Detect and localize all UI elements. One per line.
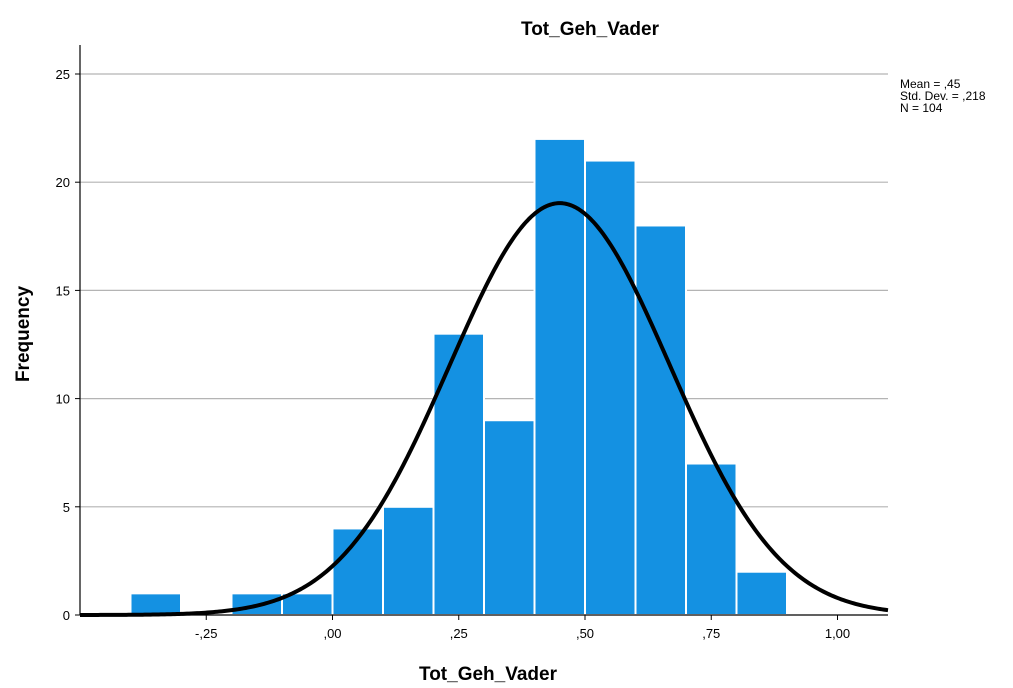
y-tick-labels: 0 5 10 15 20 25 [56, 67, 80, 623]
y-tick-label-10: 10 [56, 392, 70, 407]
y-tick-label-0: 0 [63, 608, 70, 623]
y-axis-title: Frequency [13, 286, 34, 383]
x-tick-labels: -,25 ,00 ,25 ,50 ,75 1,00 [195, 615, 850, 641]
y-tick-label-5: 5 [63, 500, 70, 515]
y-tick-label-25: 25 [56, 67, 70, 82]
stats-line-2: N = 104 [900, 101, 943, 115]
stats-line-1: Std. Dev. = ,218 [900, 89, 986, 103]
histogram-bar-8 [584, 159, 637, 616]
y-tick-label-20: 20 [56, 175, 70, 190]
normal-curve-group [80, 201, 889, 617]
axes [79, 45, 888, 616]
histogram-bar-0 [129, 592, 182, 616]
histogram-bar-6 [483, 419, 536, 616]
histogram-bar-7 [533, 137, 586, 616]
histogram-bar-4 [382, 505, 435, 616]
x-tick-label-,25: ,25 [450, 626, 468, 641]
normal-curve [80, 201, 889, 617]
histogram-bar-11 [735, 570, 788, 616]
x-axis-title: Tot_Geh_Vader [419, 664, 558, 685]
stats-line-0: Mean = ,45 [900, 77, 961, 91]
histogram-bar-9 [634, 224, 687, 616]
y-tick-label-15: 15 [56, 283, 70, 298]
chart-title: Tot_Geh_Vader [521, 19, 660, 40]
x-tick-label-,50: ,50 [576, 626, 594, 641]
x-tick-label-1,00: 1,00 [825, 626, 850, 641]
x-tick-label-,75: ,75 [702, 626, 720, 641]
x-tick-label--,25: -,25 [195, 626, 217, 641]
histogram-bar-3 [331, 527, 384, 616]
x-tick-label-,00: ,00 [323, 626, 341, 641]
histogram-bar-5 [432, 332, 485, 616]
histogram-bars [129, 137, 788, 616]
